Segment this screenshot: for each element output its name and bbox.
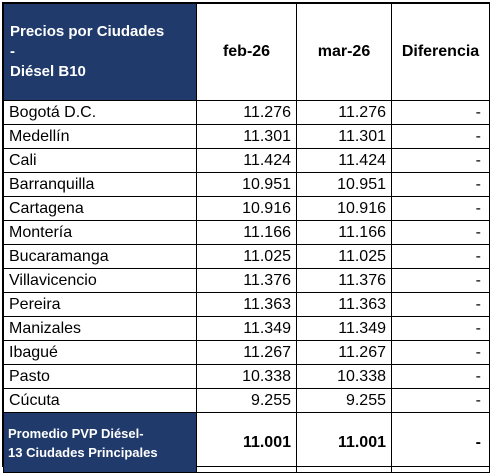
city-cell: Montería	[3, 220, 197, 245]
difference-cell: -	[391, 196, 490, 221]
table-row: Villavicencio 11.376 11.376 -	[3, 268, 490, 293]
feb-price-cell: 11.025	[196, 244, 297, 269]
difference-cell: -	[391, 268, 490, 293]
column-header-mar: mar-26	[296, 3, 392, 101]
table-title-cell: Precios por Ciudades - Diésel B10	[3, 3, 197, 101]
table-row: Bogotá D.C. 11.276 11.276 -	[3, 100, 490, 125]
difference-cell: -	[391, 124, 490, 149]
mar-price-cell: 11.376	[296, 268, 392, 293]
table-title-line-3: Diésel B10	[10, 63, 86, 80]
difference-cell: -	[391, 172, 490, 197]
mar-price-cell: 11.267	[296, 340, 392, 365]
feb-price-cell: 10.951	[196, 172, 297, 197]
difference-cell: -	[391, 292, 490, 317]
price-table: Precios por Ciudades - Diésel B10 feb-26…	[3, 3, 490, 473]
mar-price-cell: 11.025	[296, 244, 392, 269]
mar-price-cell: 11.424	[296, 148, 392, 173]
feb-price-cell: 10.916	[196, 196, 297, 221]
feb-price-cell: 10.338	[196, 364, 297, 389]
feb-price-cell: 11.276	[196, 100, 297, 125]
difference-cell: -	[391, 316, 490, 341]
table-row: Barranquilla 10.951 10.951 -	[3, 172, 490, 197]
difference-cell: -	[391, 340, 490, 365]
feb-price-cell: 11.166	[196, 220, 297, 245]
table-row: Bucaramanga 11.025 11.025 -	[3, 244, 490, 269]
city-cell: Manizales	[3, 316, 197, 341]
city-cell: Villavicencio	[3, 268, 197, 293]
column-header-diff: Diferencia	[391, 3, 490, 101]
mar-price-cell: 10.951	[296, 172, 392, 197]
table-row: Ibagué 11.267 11.267 -	[3, 340, 490, 365]
average-label-cell: Promedio PVP Diésel- 13 Ciudades Princip…	[3, 412, 197, 473]
average-label-line-2: 13 Ciudades Principales	[8, 444, 158, 460]
mar-price-cell: 10.338	[296, 364, 392, 389]
feb-price-cell: 11.349	[196, 316, 297, 341]
feb-price-cell: 9.255	[196, 388, 297, 413]
mar-price-cell: 9.255	[296, 388, 392, 413]
city-cell: Bogotá D.C.	[3, 100, 197, 125]
city-cell: Cartagena	[3, 196, 197, 221]
city-cell: Cali	[3, 148, 197, 173]
city-cell: Pereira	[3, 292, 197, 317]
city-cell: Pasto	[3, 364, 197, 389]
table-row: Medellín 11.301 11.301 -	[3, 124, 490, 149]
city-cell: Ibagué	[3, 340, 197, 365]
difference-cell: -	[391, 148, 490, 173]
difference-cell: -	[391, 388, 490, 413]
table-row: Cúcuta 9.255 9.255 -	[3, 388, 490, 413]
table-row: Pasto 10.338 10.338 -	[3, 364, 490, 389]
city-cell: Barranquilla	[3, 172, 197, 197]
table-title-line-2: -	[10, 43, 15, 60]
mar-price-cell: 10.916	[296, 196, 392, 221]
feb-price-cell: 11.363	[196, 292, 297, 317]
feb-price-cell: 11.424	[196, 148, 297, 173]
average-label-line-1: Promedio PVP Diésel-	[8, 425, 144, 441]
header-row: Precios por Ciudades - Diésel B10 feb-26…	[3, 3, 490, 101]
city-cell: Medellín	[3, 124, 197, 149]
feb-price-cell: 11.376	[196, 268, 297, 293]
table-row: Manizales 11.349 11.349 -	[3, 316, 490, 341]
mar-price-cell: 11.363	[296, 292, 392, 317]
average-feb-cell: 11.001	[196, 412, 297, 473]
difference-cell: -	[391, 244, 490, 269]
table-body: Bogotá D.C. 11.276 11.276 - Medellín 11.…	[3, 100, 490, 413]
table-row: Cartagena 10.916 10.916 -	[3, 196, 490, 221]
feb-price-cell: 11.301	[196, 124, 297, 149]
difference-cell: -	[391, 364, 490, 389]
mar-price-cell: 11.301	[296, 124, 392, 149]
column-header-feb: feb-26	[196, 3, 297, 101]
mar-price-cell: 11.349	[296, 316, 392, 341]
average-diff-cell: -	[391, 412, 490, 473]
table-title-line-1: Precios por Ciudades	[10, 23, 165, 40]
table-row: Cali 11.424 11.424 -	[3, 148, 490, 173]
city-cell: Bucaramanga	[3, 244, 197, 269]
difference-cell: -	[391, 220, 490, 245]
average-row: Promedio PVP Diésel- 13 Ciudades Princip…	[3, 412, 490, 473]
average-mar-cell: 11.001	[296, 412, 392, 473]
table-row: Montería 11.166 11.166 -	[3, 220, 490, 245]
difference-cell: -	[391, 100, 490, 125]
feb-price-cell: 11.267	[196, 340, 297, 365]
table-row: Pereira 11.363 11.363 -	[3, 292, 490, 317]
mar-price-cell: 11.276	[296, 100, 392, 125]
city-cell: Cúcuta	[3, 388, 197, 413]
mar-price-cell: 11.166	[296, 220, 392, 245]
